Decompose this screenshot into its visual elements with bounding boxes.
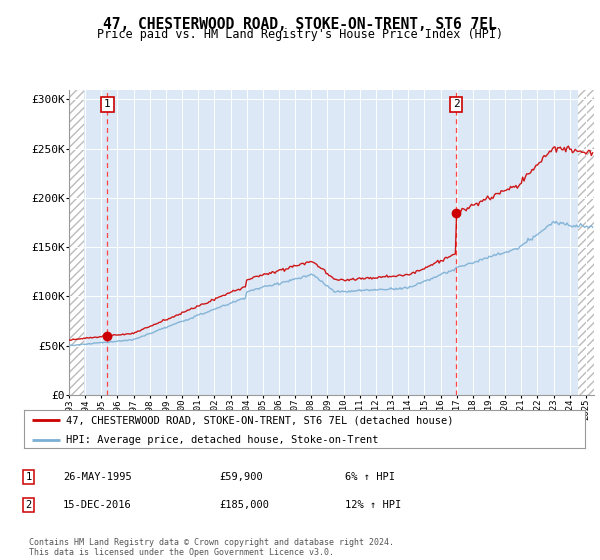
Text: 47, CHESTERWOOD ROAD, STOKE-ON-TRENT, ST6 7EL: 47, CHESTERWOOD ROAD, STOKE-ON-TRENT, ST… [103,17,497,32]
Text: £59,900: £59,900 [219,472,263,482]
Text: 12% ↑ HPI: 12% ↑ HPI [345,500,401,510]
Text: Price paid vs. HM Land Registry's House Price Index (HPI): Price paid vs. HM Land Registry's House … [97,28,503,41]
Text: 6% ↑ HPI: 6% ↑ HPI [345,472,395,482]
Text: HPI: Average price, detached house, Stoke-on-Trent: HPI: Average price, detached house, Stok… [66,435,379,445]
Text: Contains HM Land Registry data © Crown copyright and database right 2024.
This d: Contains HM Land Registry data © Crown c… [29,538,394,557]
Text: 47, CHESTERWOOD ROAD, STOKE-ON-TRENT, ST6 7EL (detached house): 47, CHESTERWOOD ROAD, STOKE-ON-TRENT, ST… [66,415,454,425]
Text: 1: 1 [104,99,111,109]
Text: 2: 2 [26,500,32,510]
Text: 26-MAY-1995: 26-MAY-1995 [63,472,132,482]
Text: 1: 1 [26,472,32,482]
Text: 15-DEC-2016: 15-DEC-2016 [63,500,132,510]
Text: £185,000: £185,000 [219,500,269,510]
Text: 2: 2 [452,99,460,109]
